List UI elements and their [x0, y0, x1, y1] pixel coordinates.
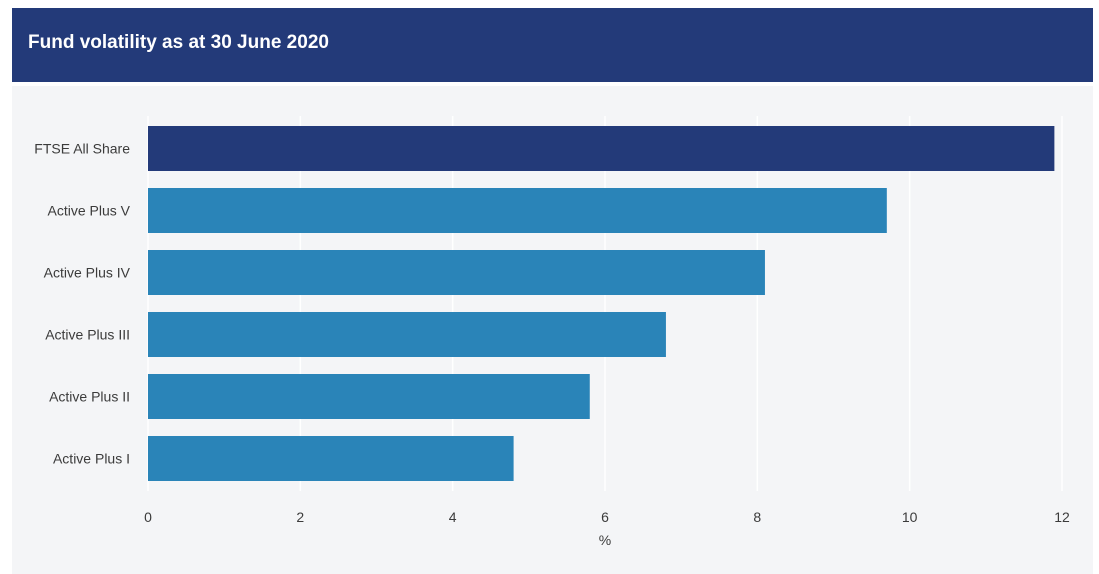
- category-label: Active Plus III: [45, 327, 130, 343]
- bar-chart: 0 2 4 6 8 10 12 FTSE All Share Active Plus V Acti…: [34, 116, 1070, 548]
- x-tick-label: 8: [753, 509, 761, 525]
- x-tick-label: 4: [449, 509, 457, 525]
- bar: [148, 312, 666, 357]
- x-tick-label: 12: [1054, 509, 1070, 525]
- x-tick-label: 6: [601, 509, 609, 525]
- category-label: Active Plus V: [48, 203, 131, 219]
- bar: [148, 126, 1055, 171]
- x-tick-label: 2: [296, 509, 304, 525]
- x-tick-label: 10: [902, 509, 918, 525]
- category-label: Active Plus II: [49, 389, 130, 405]
- chart-header: Fund volatility as at 30 June 2020: [12, 8, 1093, 82]
- x-tick-label: 0: [144, 509, 152, 525]
- category-label: Active Plus I: [53, 451, 130, 467]
- bar: [148, 250, 765, 295]
- chart-title: Fund volatility as at 30 June 2020: [28, 32, 329, 53]
- chart-panel: 0 2 4 6 8 10 12 FTSE All Share Active Plus V Acti…: [12, 86, 1093, 574]
- bar: [148, 374, 590, 419]
- bar: [148, 188, 887, 233]
- category-label: FTSE All Share: [34, 141, 130, 157]
- x-axis-title: %: [599, 532, 611, 548]
- bar: [148, 436, 514, 481]
- category-label: Active Plus IV: [44, 265, 131, 281]
